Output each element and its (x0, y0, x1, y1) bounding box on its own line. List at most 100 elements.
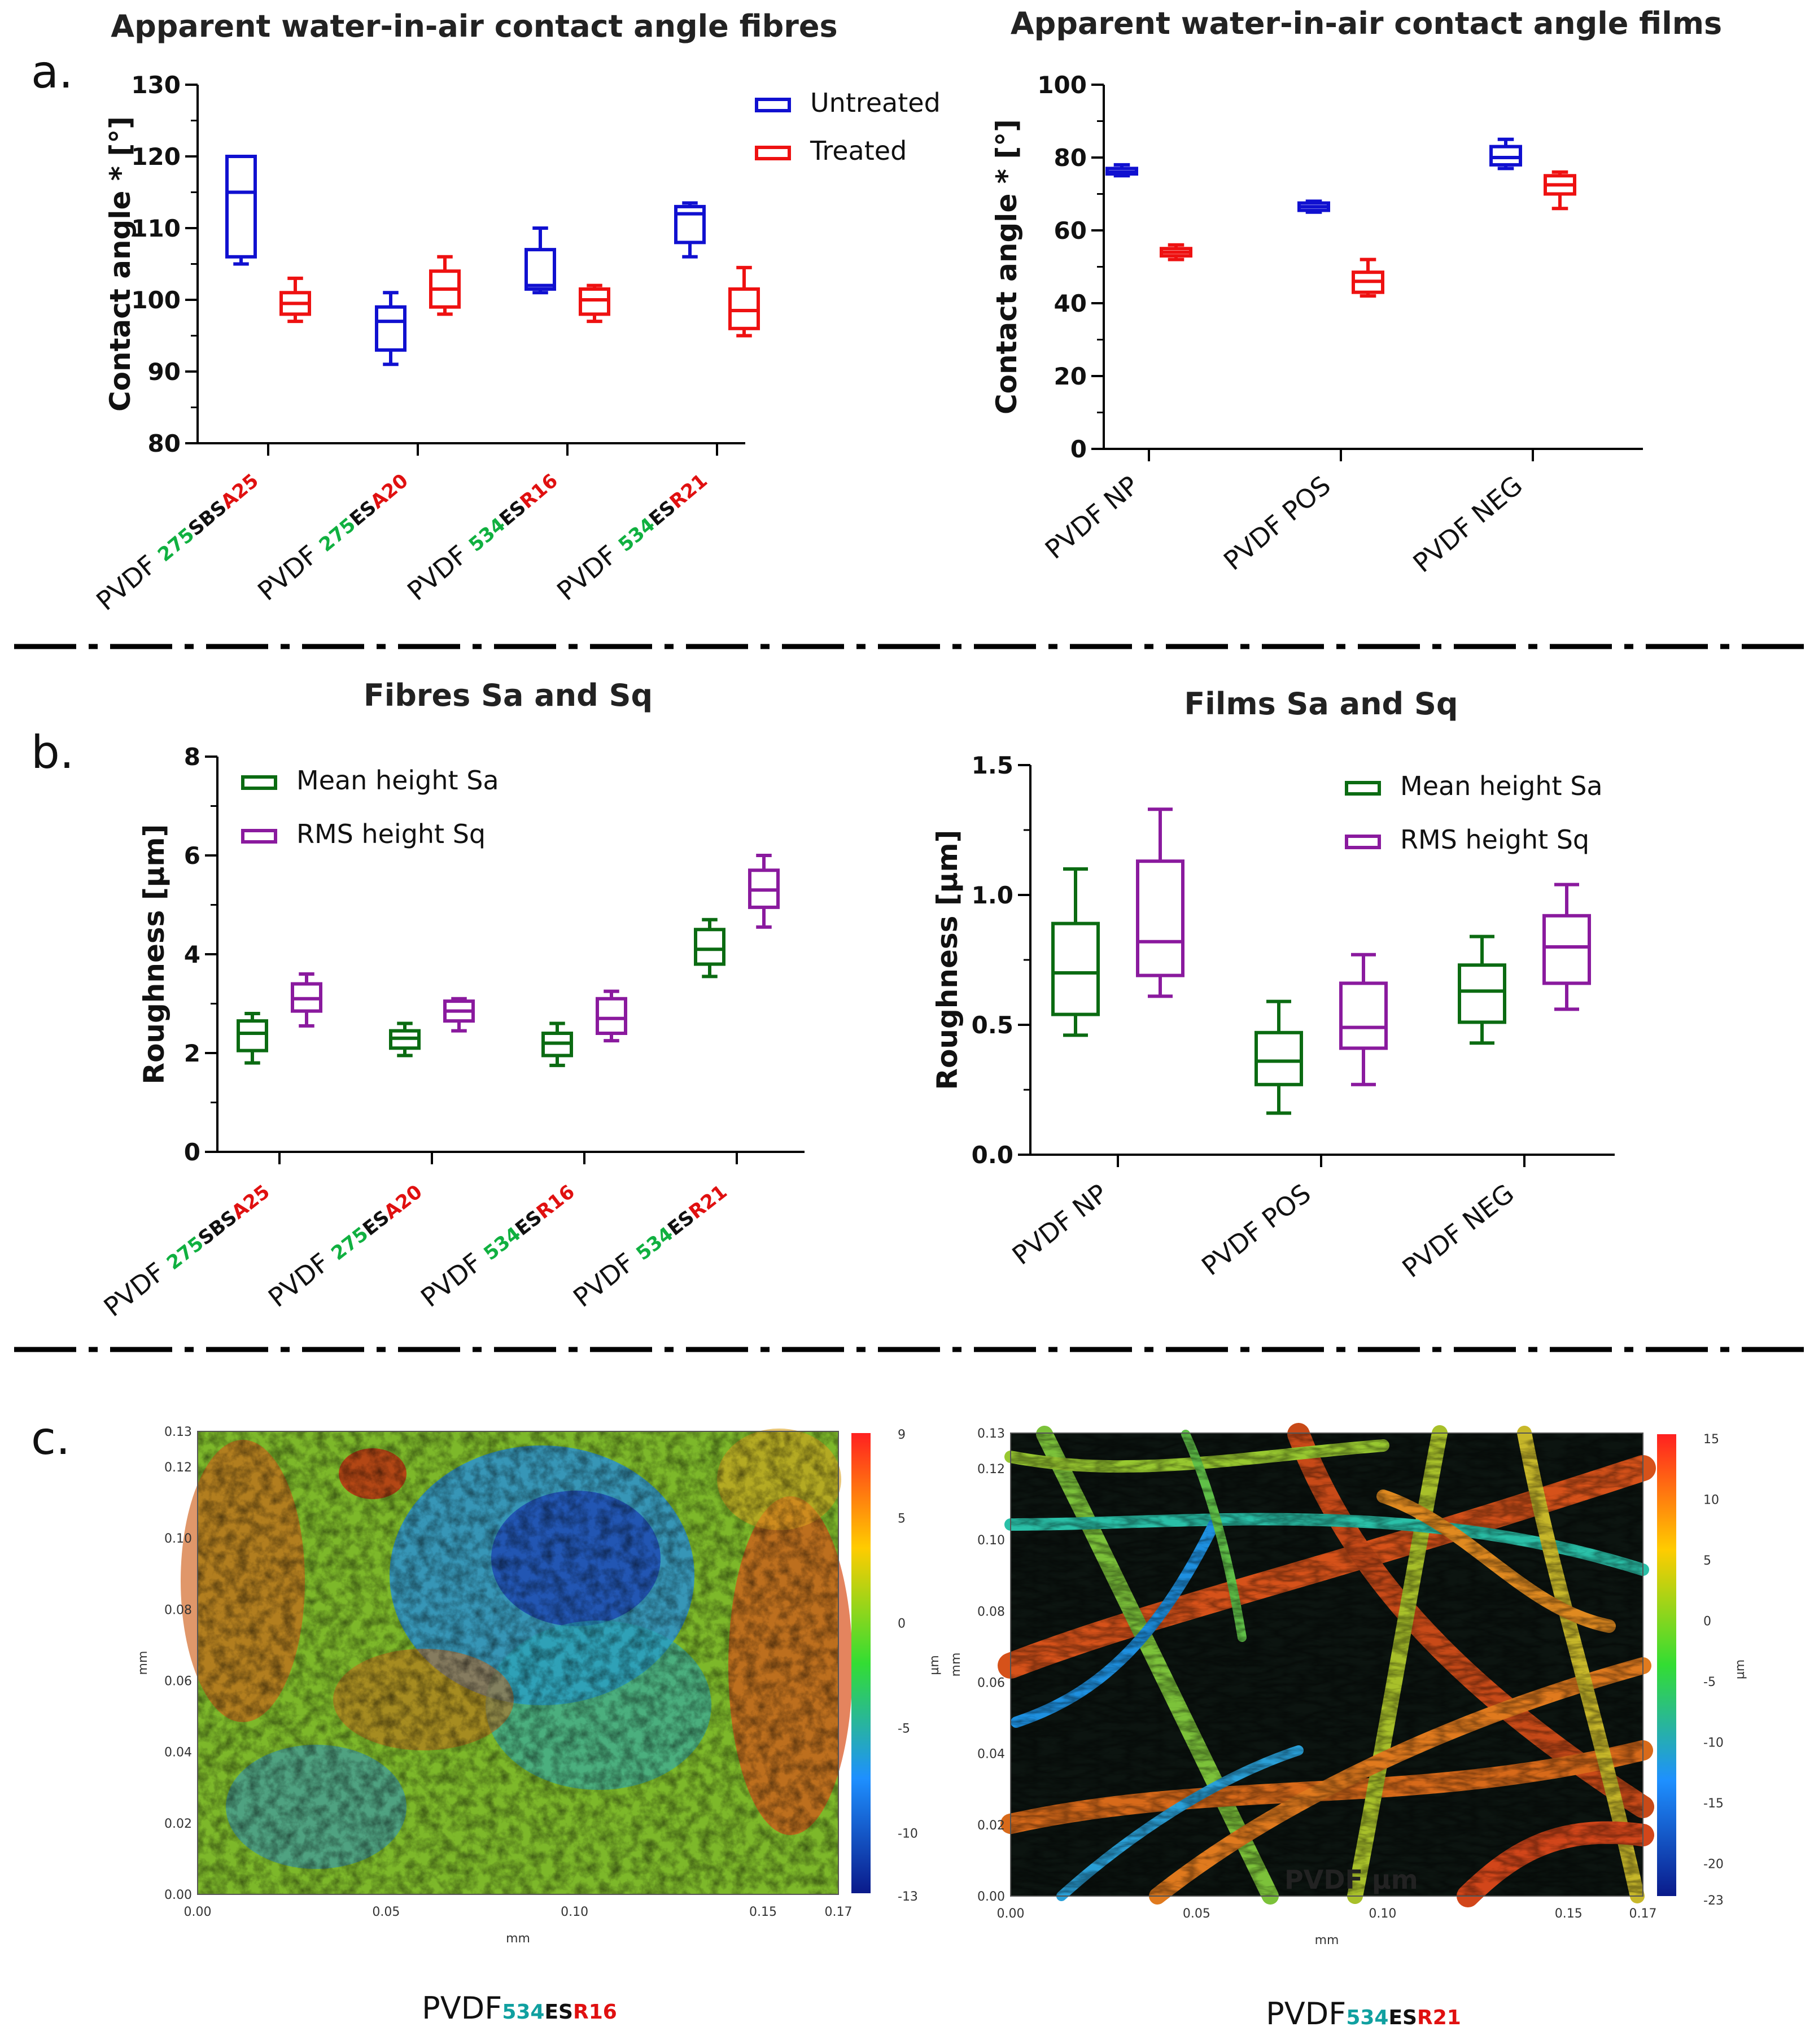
chart-roughness-fibres: Fibres Sa and Sq Roughness [µm] 0 2 4 6 8 PVDF … (98, 678, 805, 1322)
x-tick-label: 0.15 (1555, 1907, 1583, 1921)
colorbar-tick-label: -10 (1703, 1736, 1724, 1750)
box-untreated (1489, 145, 1522, 167)
x-category-label-part-0: PVDF NEG (1407, 470, 1528, 578)
panel-label-a: a. (31, 46, 73, 98)
panel-label-c: c. (31, 1412, 70, 1465)
box-untreated (524, 248, 556, 291)
y-axis-label: Roughness [µm] (931, 830, 964, 1090)
colorbar-2 (1657, 1434, 1676, 1896)
colorbar-1 (851, 1433, 871, 1893)
colorbar-tick-label: -20 (1703, 1858, 1724, 1872)
x-category-label-part-0: PVDF POS (1218, 470, 1336, 576)
heatmap-pvdf-534-es-r21: PVDF µm (998, 1423, 1676, 1907)
x-category-label-part-0: PVDF NP (1007, 1178, 1113, 1270)
panel-label-b: b. (31, 726, 74, 779)
heatmap-overlay-text: PVDF µm (1284, 1864, 1418, 1895)
box-treated (579, 287, 610, 316)
x-category-label: PVDF 275SBSA25 (90, 464, 264, 617)
colorbar-unit: µm (1733, 1659, 1747, 1679)
heatmap-caption-part-2: ES (1388, 2006, 1417, 2029)
colorbar-unit: µm (928, 1655, 942, 1675)
y-tick-label: 110 (131, 215, 181, 242)
colorbar-tick-label: -13 (898, 1890, 918, 1904)
heatmap-caption: PVDF534ESR16 (422, 1990, 617, 2026)
heatmap-caption-part-0: PVDF (422, 1990, 502, 2026)
x-category-label: PVDF 534ESR16 (401, 464, 563, 606)
colorbar-tick-label: 10 (1703, 1493, 1719, 1508)
heatmap-axes-1: 0.00 0.05 0.10 0.15 0.17 mm 0.00 0.02 0.04 0.06 0.… (136, 1425, 942, 2026)
colorbar-tick-label: 15 (1703, 1432, 1719, 1447)
x-category-label-part-0: PVDF (567, 1242, 646, 1313)
y-tick-label: 0.13 (977, 1427, 1005, 1441)
heatmap-caption: PVDF534ESR21 (1266, 1996, 1461, 2032)
box-rms-height-sq (1136, 859, 1184, 977)
x-category-label-part-0: PVDF NEG (1396, 1178, 1519, 1283)
y-tick-label: 100 (1037, 71, 1087, 99)
y-tick-label: 0.04 (164, 1746, 192, 1760)
x-tick-label: 0.17 (825, 1905, 853, 1919)
y-tick-label: 1.5 (972, 752, 1013, 779)
colorbar-tick-label: -15 (1703, 1797, 1724, 1811)
legend-swatch (241, 775, 277, 790)
y-axis-label: Roughness [µm] (138, 824, 171, 1085)
y-tick-label: 60 (1054, 217, 1087, 244)
box-mean-height-sa (237, 1019, 268, 1052)
y-tick-label: 0.12 (164, 1461, 192, 1475)
heatmap-caption-part-3: R16 (573, 2001, 617, 2024)
heatmap-caption-part-0: PVDF (1266, 1996, 1346, 2032)
x-category-label: PVDF 275SBSA25 (98, 1175, 275, 1322)
x-category-label-part-0: PVDF (401, 534, 480, 607)
legend-swatch (755, 146, 791, 160)
heatmap-caption-part-1: 534 (502, 2001, 544, 2024)
y-tick-label: 0 (1070, 435, 1087, 463)
y-tick-label: 0.04 (977, 1748, 1005, 1762)
box-mean-height-sa (1458, 963, 1506, 1024)
x-tick-label: 0.15 (749, 1905, 777, 1919)
y-axis-label: Contact angle * [°] (990, 119, 1023, 414)
legend-swatch (241, 829, 277, 844)
heatmap-texture (198, 1431, 838, 1894)
x-category-label-part-0: PVDF POS (1196, 1178, 1317, 1281)
y-tick-label: 0.10 (164, 1532, 192, 1546)
y-tick-label: 0.0 (972, 1141, 1013, 1169)
chart-contact-angle-fibres: Apparent water-in-air contact angle fibr… (90, 8, 941, 617)
y-tick-label: 0.08 (977, 1605, 1005, 1619)
colorbar-tick-label: 0 (1703, 1615, 1711, 1629)
y-tick-label: 40 (1054, 290, 1087, 317)
heatmap-pvdf-534-es-r16 (181, 1429, 871, 1894)
x-tick-label: 0.17 (1629, 1907, 1657, 1921)
y-tick-label: 80 (1054, 144, 1087, 172)
chart-title: Films Sa and Sq (1184, 686, 1458, 722)
x-category-label-part-0: PVDF (551, 534, 630, 607)
y-tick-label: 80 (148, 430, 181, 457)
box-treated (728, 287, 760, 330)
y-tick-label: 90 (148, 358, 181, 386)
legend-label: Treated (810, 136, 907, 166)
chart-title: Apparent water-in-air contact angle film… (1011, 6, 1722, 41)
colorbar-tick-label: 0 (898, 1617, 906, 1631)
colorbar-tick-label: -10 (898, 1827, 918, 1841)
y-tick-label: 0 (184, 1138, 200, 1166)
y-tick-label: 0.06 (164, 1675, 192, 1689)
y-tick-label: 0.13 (164, 1425, 192, 1439)
x-axis-label: mm (1315, 1933, 1339, 1947)
x-category-label-part-0: PVDF (90, 544, 169, 617)
y-tick-label: 6 (184, 842, 200, 870)
y-tick-label: 0.5 (972, 1011, 1013, 1039)
x-category-label: PVDF 275ESA20 (263, 1175, 427, 1313)
box-untreated (674, 204, 706, 244)
colorbar-tick-label: -5 (898, 1722, 910, 1736)
colorbar-tick-label: -23 (1703, 1894, 1724, 1908)
legend-label: Untreated (810, 88, 941, 118)
colorbar-tick-label: -5 (1703, 1675, 1716, 1689)
legend-swatch (755, 98, 791, 112)
legend-swatch (1345, 835, 1381, 849)
y-tick-label: 20 (1054, 362, 1087, 390)
box-rms-height-sq (596, 997, 627, 1035)
box-untreated (375, 305, 406, 352)
y-tick-label: 0.06 (977, 1676, 1005, 1691)
y-axis-label: mm (136, 1651, 150, 1675)
heatmap-caption-part-3: R21 (1417, 2006, 1461, 2029)
x-tick-label: 0.05 (1183, 1907, 1210, 1921)
colorbar-tick-label: 9 (898, 1428, 906, 1442)
